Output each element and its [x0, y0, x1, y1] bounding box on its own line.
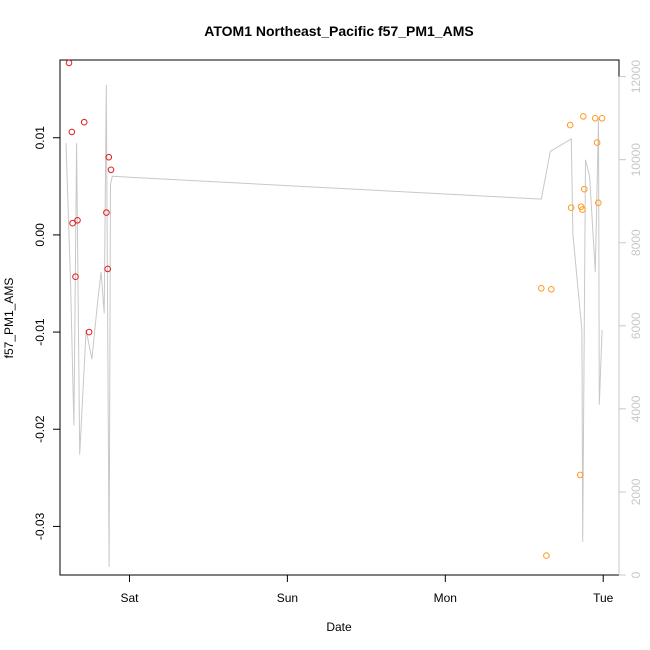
- points-layer: [65, 59, 606, 559]
- y-axis-left: -0.03 -0.02 -0.01 0.00 0.01: [33, 60, 61, 575]
- data-point: [593, 139, 601, 146]
- data-point: [65, 59, 73, 67]
- y-left-tick-label: 0.01: [33, 126, 47, 150]
- y-left-tick-label: 0.00: [33, 223, 47, 247]
- data-point: [105, 153, 113, 161]
- data-point: [591, 115, 599, 122]
- data-point: [548, 286, 555, 293]
- y-left-tick-label: -0.03: [33, 512, 47, 540]
- data-point: [69, 219, 76, 227]
- x-axis-label: Date: [326, 620, 352, 634]
- y-right-tick-label: 4000: [629, 395, 643, 422]
- x-axis: Sat Sun Mon Tue: [60, 574, 619, 605]
- data-point: [576, 471, 584, 479]
- y-right-tick-label: 6000: [629, 312, 643, 339]
- data-point: [107, 166, 115, 174]
- y-right-tick-label: 2000: [629, 478, 643, 505]
- data-point: [72, 273, 79, 281]
- data-point: [104, 265, 111, 273]
- x-tick-label: Sat: [120, 591, 139, 605]
- data-point: [581, 185, 588, 193]
- data-point: [68, 128, 76, 136]
- y-axis-label: f57_PM1_AMS: [2, 278, 16, 359]
- y-left-tick-label: -0.01: [33, 318, 47, 346]
- data-point: [103, 209, 110, 216]
- chart-title: ATOM1 Northeast_Pacific f57_PM1_AMS: [204, 23, 473, 39]
- data-point: [80, 118, 88, 126]
- altitude-layer: [65, 84, 603, 567]
- data-point: [595, 199, 602, 207]
- x-tick-label: Tue: [593, 591, 614, 605]
- y-axis-right: 0 2000 4000 6000 8000 10000 12000: [618, 60, 643, 578]
- data-point: [74, 217, 81, 224]
- y-right-tick-label: 8000: [629, 229, 643, 256]
- y-right-tick-label: 0: [629, 571, 643, 578]
- data-point: [598, 115, 606, 122]
- x-tick-label: Sun: [277, 591, 298, 605]
- plot-frame: [59, 59, 620, 576]
- x-tick-label: Mon: [434, 591, 457, 605]
- y-right-tick-label: 10000: [629, 143, 643, 177]
- y-right-tick-label: 12000: [629, 60, 643, 94]
- data-point: [567, 204, 575, 211]
- data-point: [538, 285, 545, 292]
- altitude-line: [65, 84, 603, 567]
- data-point: [543, 552, 550, 559]
- data-point: [566, 121, 574, 129]
- data-point: [85, 328, 93, 336]
- data-point: [580, 113, 587, 120]
- data-point: [579, 206, 586, 213]
- y-left-tick-label: -0.02: [33, 415, 47, 443]
